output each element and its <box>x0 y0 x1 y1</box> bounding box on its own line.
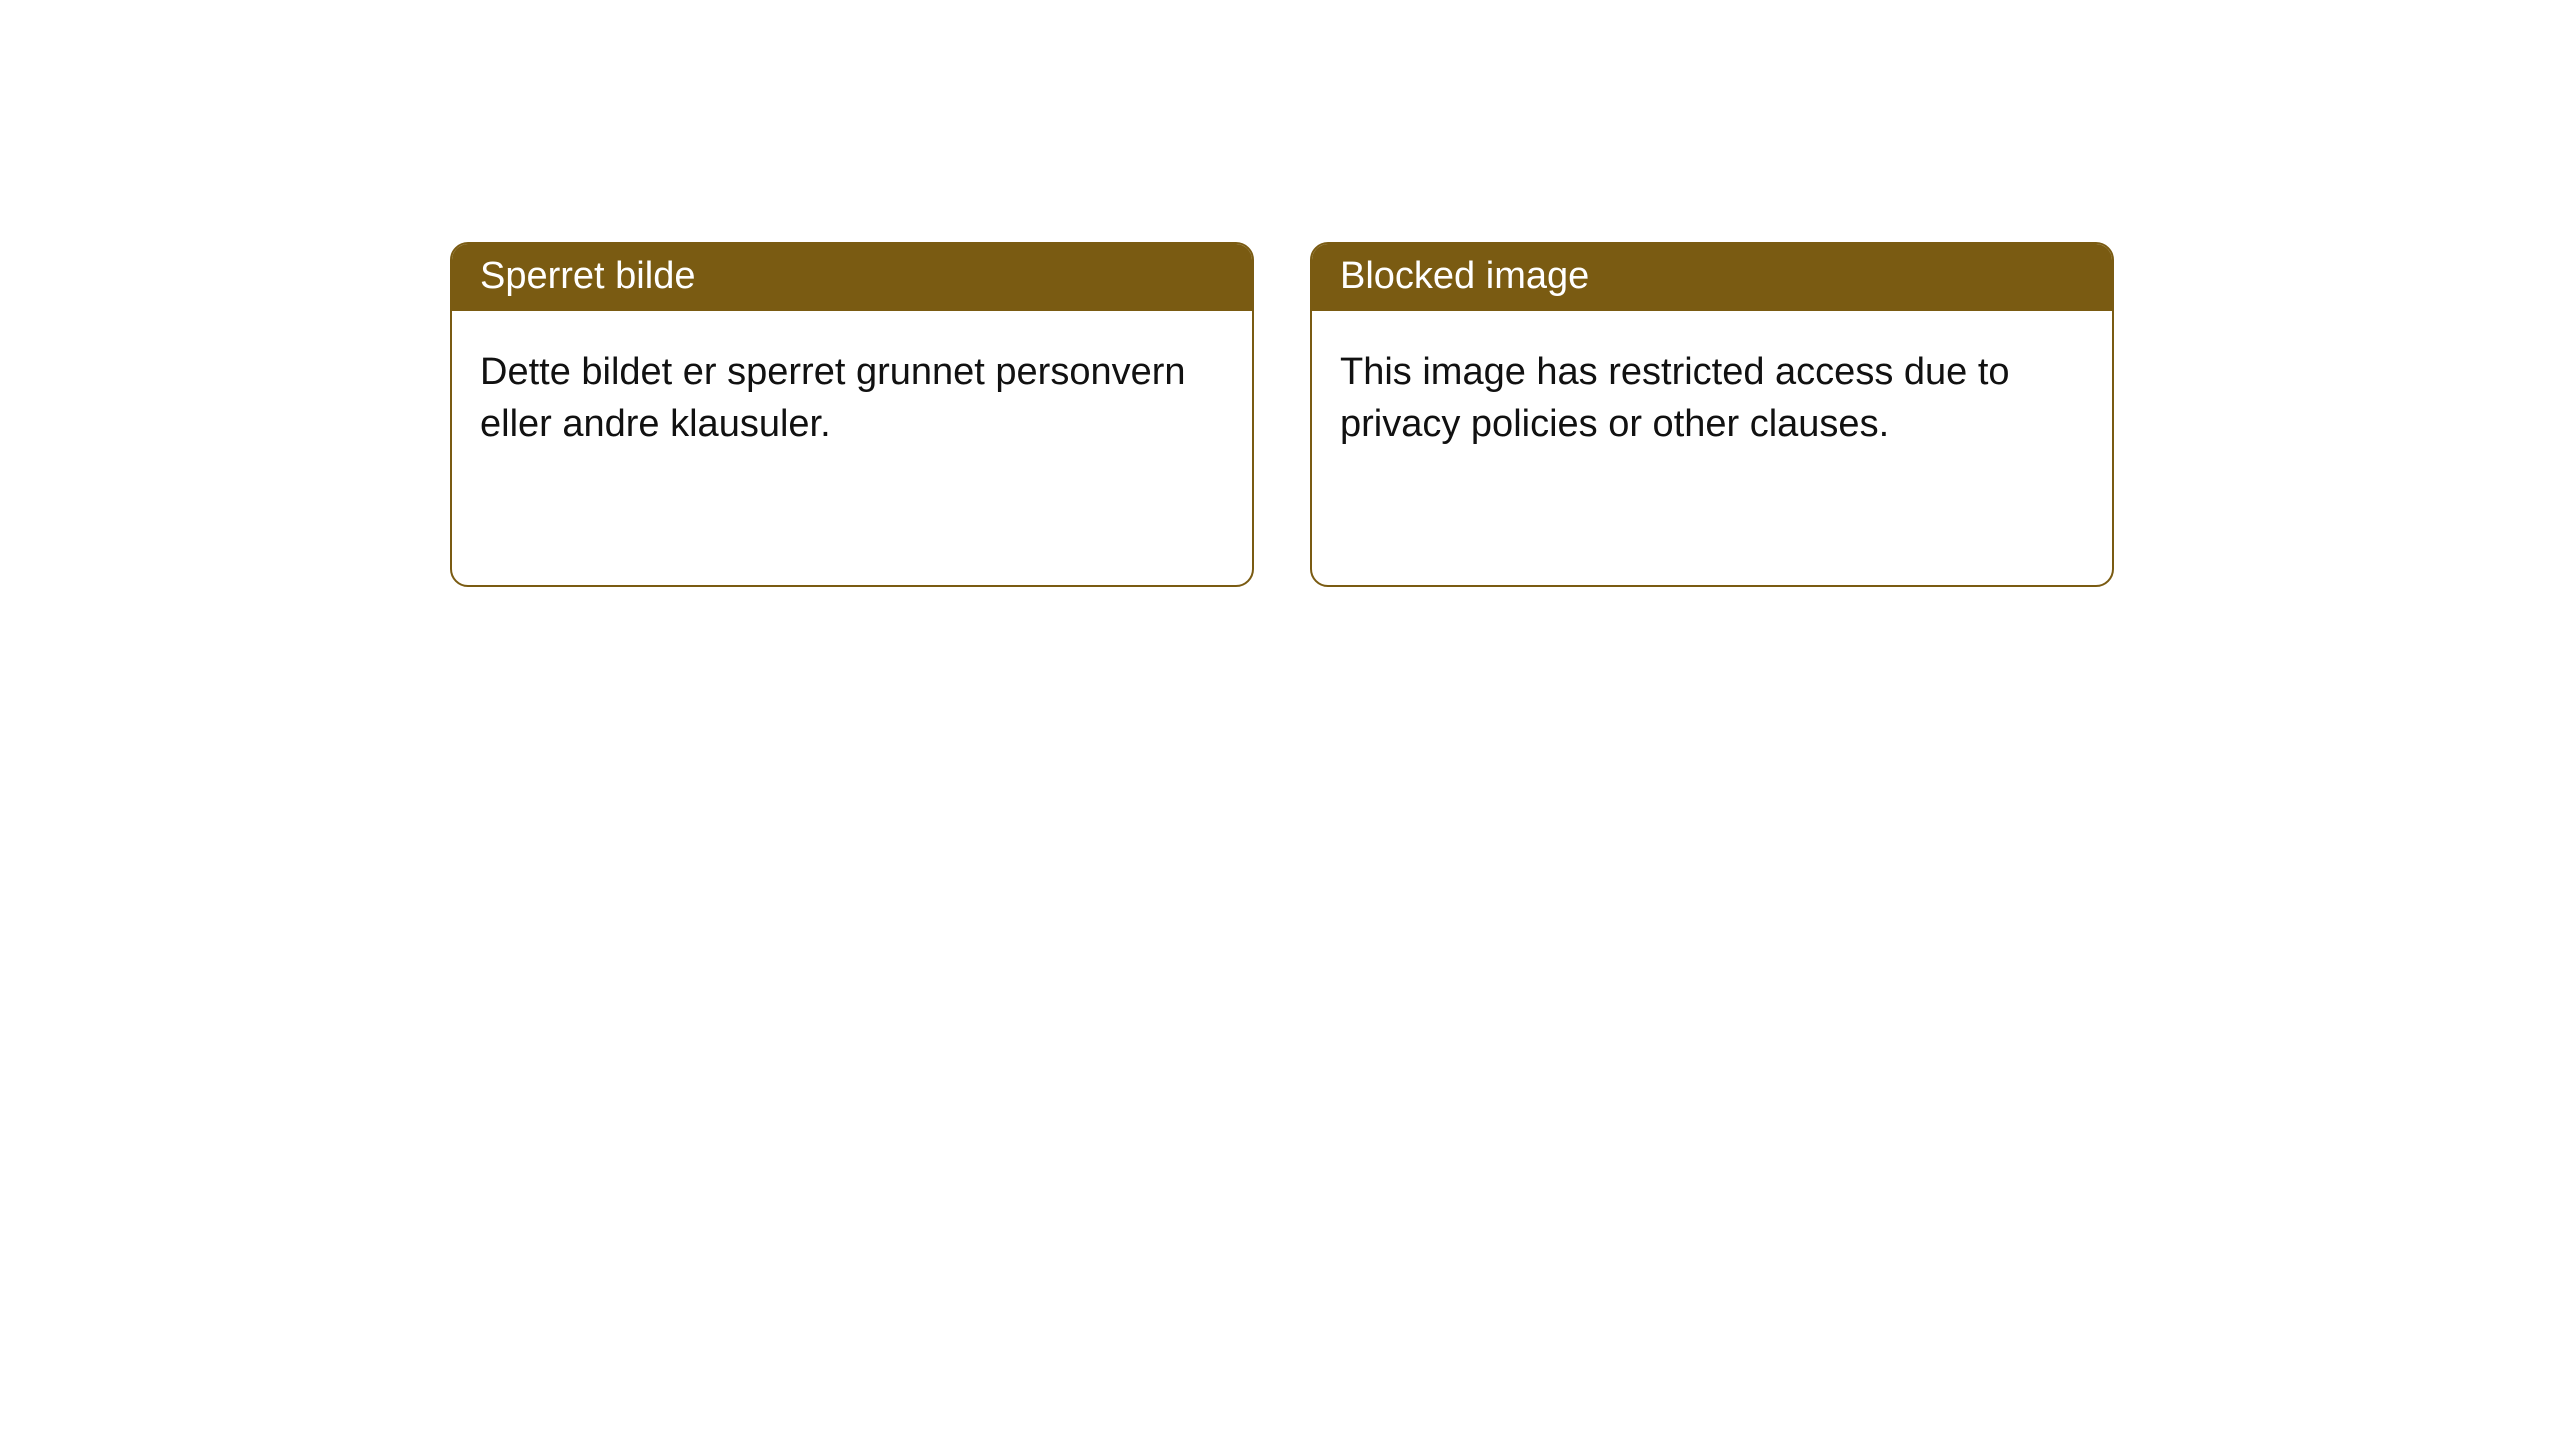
notice-card-english: Blocked image This image has restricted … <box>1310 242 2114 587</box>
notice-header: Sperret bilde <box>452 244 1252 311</box>
notice-container: Sperret bilde Dette bildet er sperret gr… <box>0 0 2560 587</box>
notice-body: This image has restricted access due to … <box>1312 311 2112 585</box>
notice-card-norwegian: Sperret bilde Dette bildet er sperret gr… <box>450 242 1254 587</box>
notice-body: Dette bildet er sperret grunnet personve… <box>452 311 1252 585</box>
notice-header: Blocked image <box>1312 244 2112 311</box>
